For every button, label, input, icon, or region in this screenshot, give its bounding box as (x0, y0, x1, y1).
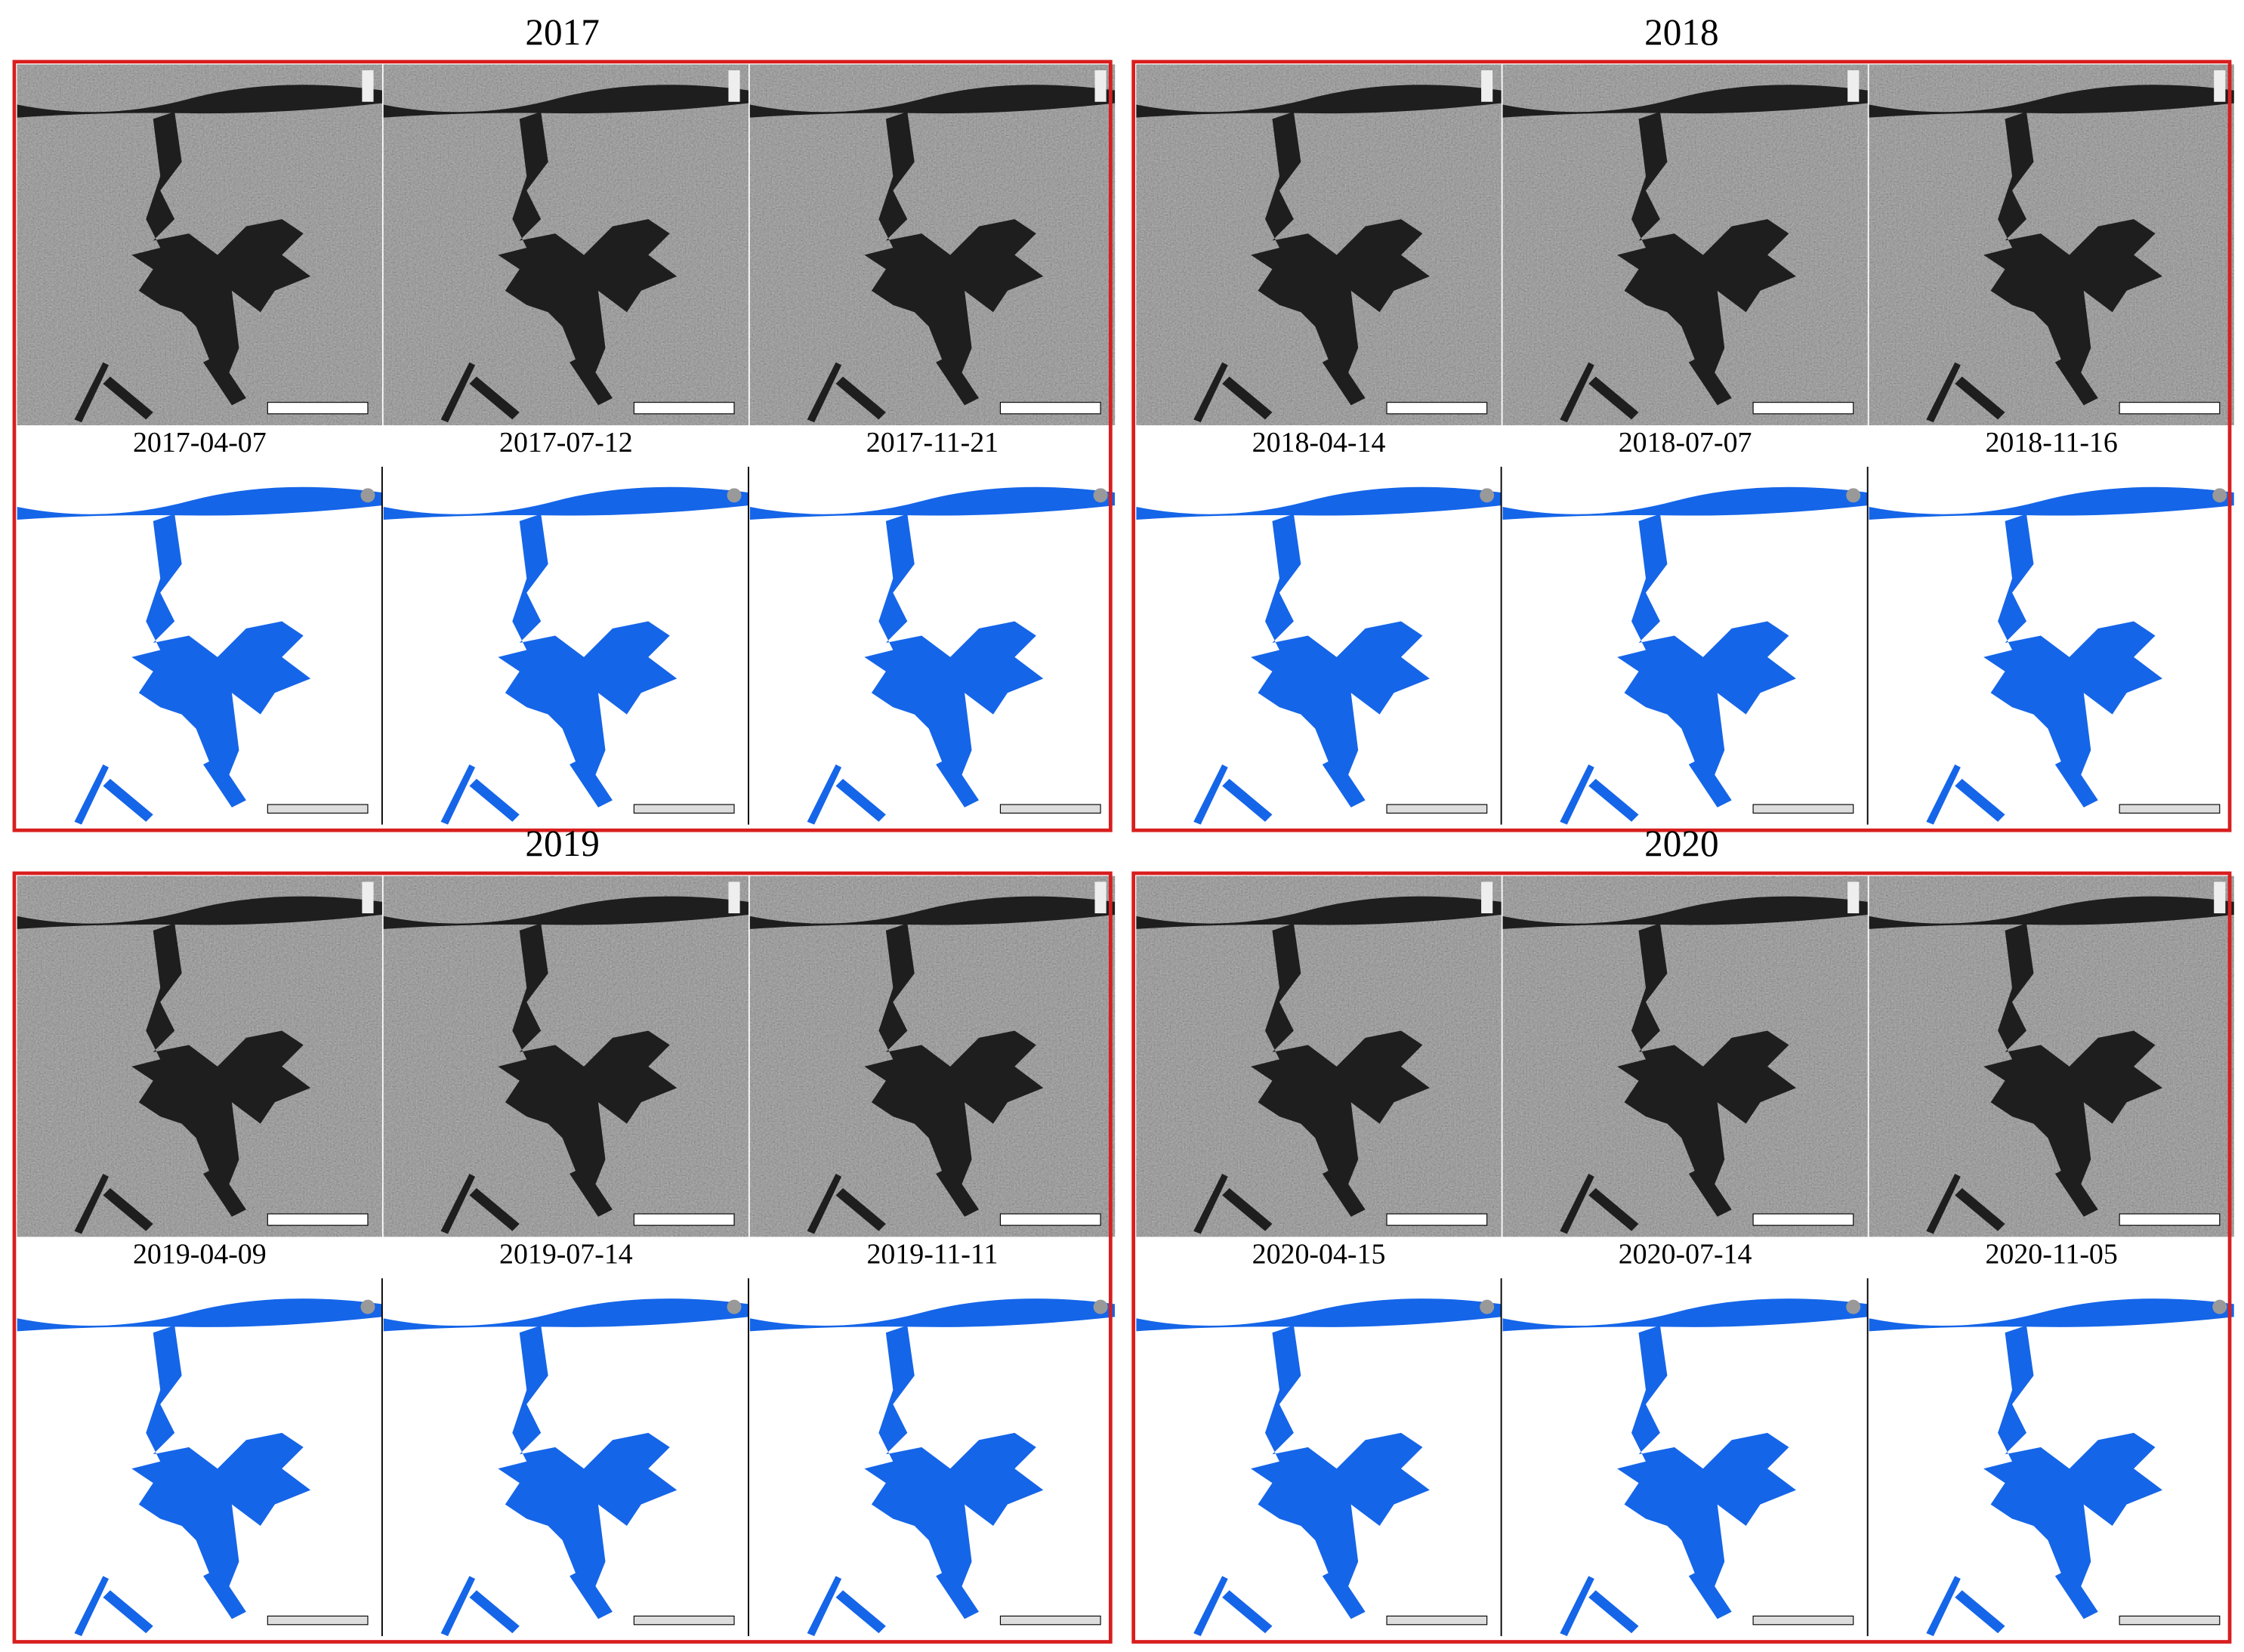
scale-bar (2119, 1615, 2221, 1626)
scale-bar (1752, 1615, 1854, 1626)
panel-title: 2018 (1644, 11, 1719, 53)
scale-bar (633, 1615, 735, 1626)
scale-bar (267, 402, 369, 415)
scale-bar (267, 1615, 369, 1626)
scale-bar (999, 402, 1101, 415)
sar-image (383, 64, 749, 425)
scale-bar (1386, 402, 1488, 415)
scale-bar (1386, 1615, 1488, 1626)
panel-frame (1131, 871, 2232, 1644)
scale-bar (633, 402, 735, 415)
north-arrow (2212, 488, 2227, 503)
sar-image (17, 875, 382, 1237)
sar-image (1136, 875, 1502, 1237)
date-label: 2020-04-15 (1252, 1239, 1386, 1271)
scale-bar (1752, 402, 1854, 415)
panel-title: 2019 (525, 823, 600, 864)
north-arrow (1847, 882, 1860, 914)
panel-title: 2017 (525, 11, 600, 53)
north-arrow (1847, 70, 1860, 102)
date-label: 2017-11-21 (866, 427, 999, 459)
scale-bar (1752, 804, 1854, 814)
north-arrow (1093, 1299, 1108, 1314)
north-arrow (727, 488, 742, 503)
north-arrow (360, 1299, 375, 1314)
north-arrow (728, 70, 740, 102)
year-panel: 2017 2017-04-07 2017-07-12 2017-11-21 (12, 11, 1116, 832)
north-arrow (1846, 488, 1861, 503)
sar-image (1502, 875, 1868, 1237)
north-arrow (362, 70, 374, 102)
scale-bar (633, 1213, 735, 1226)
date-label: 2018-07-07 (1619, 427, 1752, 459)
sar-image (1869, 875, 2234, 1237)
date-label: 2020-11-05 (1985, 1239, 2117, 1271)
water-map (1500, 466, 1868, 825)
scale-bar (1386, 804, 1488, 814)
sar-image (1502, 64, 1868, 425)
scale-bar (2119, 402, 2221, 415)
water-map (381, 466, 749, 825)
water-map (1500, 1278, 1868, 1636)
north-arrow (1481, 882, 1493, 914)
date-label: 2019-07-14 (499, 1239, 633, 1271)
water-map (748, 1278, 1116, 1636)
scale-bar (2119, 1213, 2221, 1226)
date-label: 2019-04-09 (133, 1239, 267, 1271)
sar-image (1869, 64, 2234, 425)
scale-bar (633, 804, 735, 814)
north-arrow (1094, 882, 1107, 914)
date-label: 2017-04-07 (133, 427, 267, 459)
scale-bar (999, 1213, 1101, 1226)
north-arrow (1846, 1299, 1861, 1314)
north-arrow (1094, 70, 1107, 102)
water-map (1866, 466, 2234, 825)
sar-image (383, 875, 749, 1237)
north-arrow (2212, 1299, 2227, 1314)
north-arrow (2214, 882, 2226, 914)
date-label: 2019-11-11 (866, 1239, 998, 1271)
panel-title: 2020 (1644, 823, 1719, 864)
scale-bar (267, 1213, 369, 1226)
north-arrow (1481, 70, 1493, 102)
scale-bar (2119, 804, 2221, 814)
scale-bar (1752, 1213, 1854, 1226)
north-arrow (1480, 1299, 1495, 1314)
water-map (1136, 1278, 1502, 1636)
sar-image (749, 875, 1116, 1237)
panel-frame (12, 60, 1113, 832)
panel-frame (1131, 60, 2232, 832)
water-map (748, 466, 1116, 825)
sar-image (749, 64, 1116, 425)
year-panel: 2019 2019-04-09 2019-07-14 2019-11-11 (12, 823, 1116, 1644)
sar-image (1136, 64, 1502, 425)
water-map (1136, 466, 1502, 825)
scale-bar (999, 804, 1101, 814)
scale-bar (1386, 1213, 1488, 1226)
north-arrow (1480, 488, 1495, 503)
date-label: 2018-04-14 (1252, 427, 1386, 459)
sar-image (17, 64, 382, 425)
water-map (17, 1278, 382, 1636)
year-panel: 2020 2020-04-15 2020-07-14 2020-11-05 (1131, 823, 2234, 1644)
scale-bar (999, 1615, 1101, 1626)
date-label: 2017-07-12 (499, 427, 633, 459)
date-label: 2018-11-16 (1985, 427, 2117, 459)
north-arrow (362, 882, 374, 914)
north-arrow (728, 882, 740, 914)
scale-bar (267, 804, 369, 814)
water-map (17, 466, 382, 825)
north-arrow (727, 1299, 742, 1314)
water-map (381, 1278, 749, 1636)
date-label: 2020-07-14 (1619, 1239, 1752, 1271)
panel-frame (12, 871, 1113, 1644)
north-arrow (360, 488, 375, 503)
water-map (1866, 1278, 2234, 1636)
north-arrow (2214, 70, 2226, 102)
year-panel: 2018 2018-04-14 2018-07-07 2018-11-16 (1131, 11, 2234, 832)
north-arrow (1093, 488, 1108, 503)
